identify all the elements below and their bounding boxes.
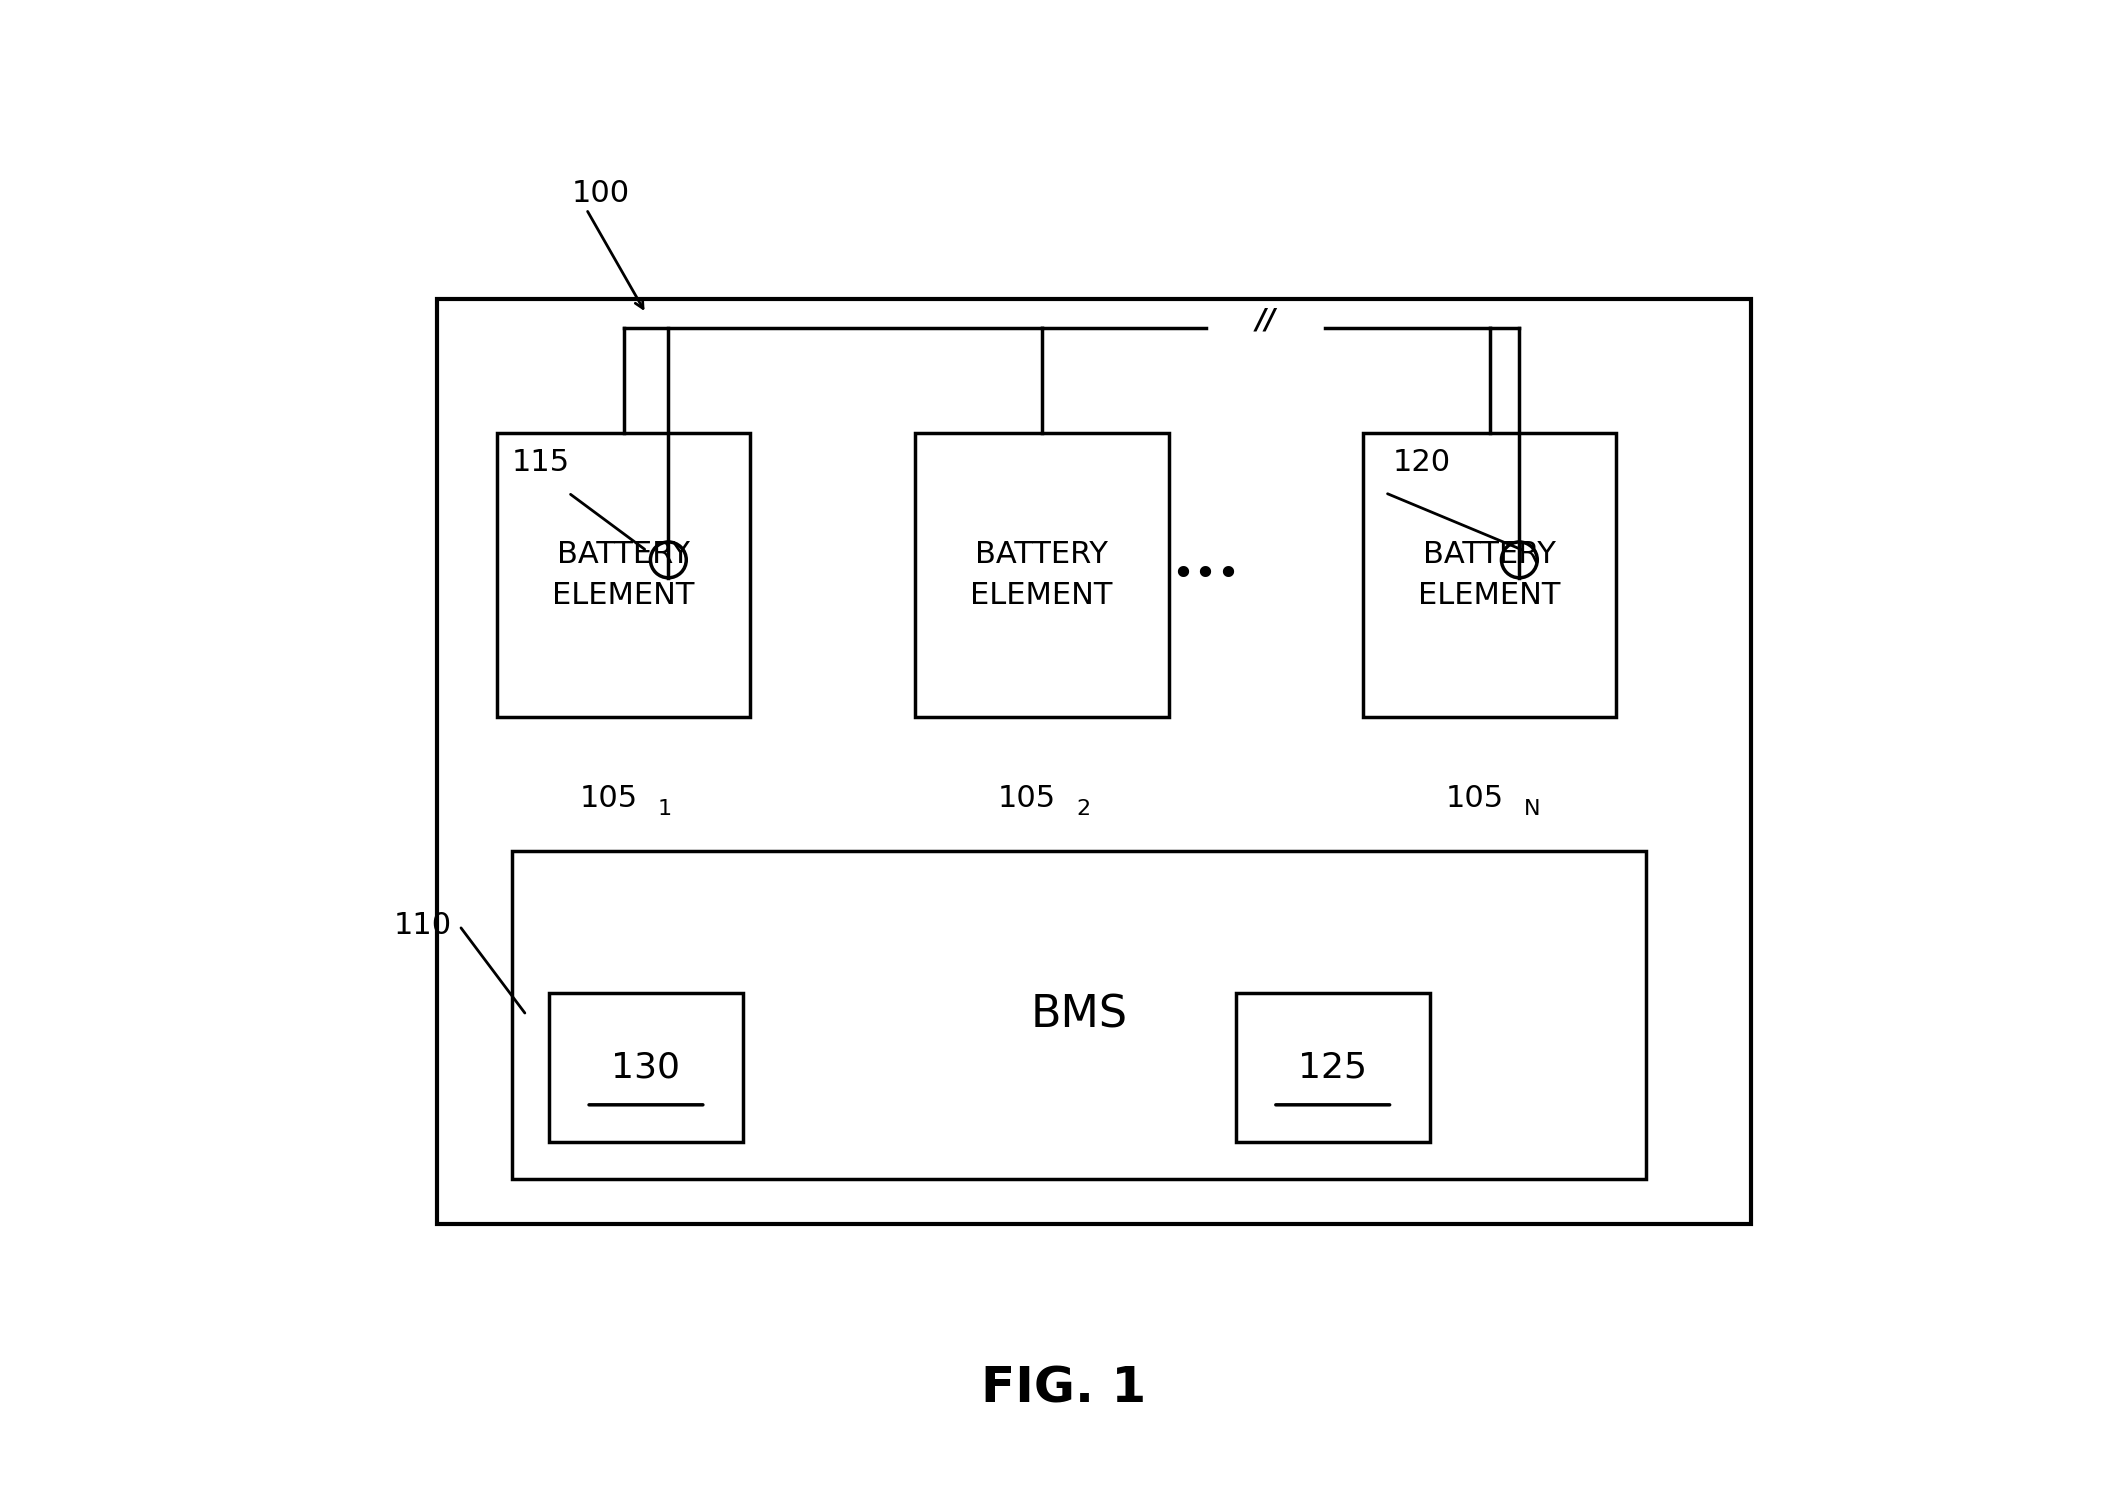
- Text: 105: 105: [1445, 784, 1504, 812]
- FancyBboxPatch shape: [436, 299, 1751, 1224]
- FancyBboxPatch shape: [1236, 993, 1430, 1142]
- Text: 2: 2: [1077, 799, 1090, 818]
- Text: 110: 110: [394, 911, 451, 941]
- Text: 1: 1: [658, 799, 672, 818]
- FancyBboxPatch shape: [1362, 433, 1617, 717]
- Text: BMS: BMS: [1030, 994, 1128, 1036]
- Text: •••: •••: [1170, 555, 1241, 594]
- Text: FIG. 1: FIG. 1: [981, 1365, 1147, 1412]
- FancyBboxPatch shape: [496, 433, 751, 717]
- Text: 100: 100: [570, 179, 630, 208]
- Text: 115: 115: [511, 448, 570, 478]
- Text: BATTERY
ELEMENT: BATTERY ELEMENT: [1419, 540, 1560, 609]
- Text: 120: 120: [1392, 448, 1451, 478]
- Text: 105: 105: [998, 784, 1055, 812]
- FancyBboxPatch shape: [915, 433, 1168, 717]
- Text: 125: 125: [1298, 1051, 1366, 1084]
- Text: 105: 105: [579, 784, 638, 812]
- Text: BATTERY
ELEMENT: BATTERY ELEMENT: [970, 540, 1113, 609]
- FancyBboxPatch shape: [549, 993, 743, 1142]
- Text: BATTERY
ELEMENT: BATTERY ELEMENT: [553, 540, 694, 609]
- Text: 130: 130: [611, 1051, 681, 1084]
- Text: N: N: [1524, 799, 1541, 818]
- FancyBboxPatch shape: [511, 851, 1647, 1179]
- Text: //: //: [1256, 308, 1275, 334]
